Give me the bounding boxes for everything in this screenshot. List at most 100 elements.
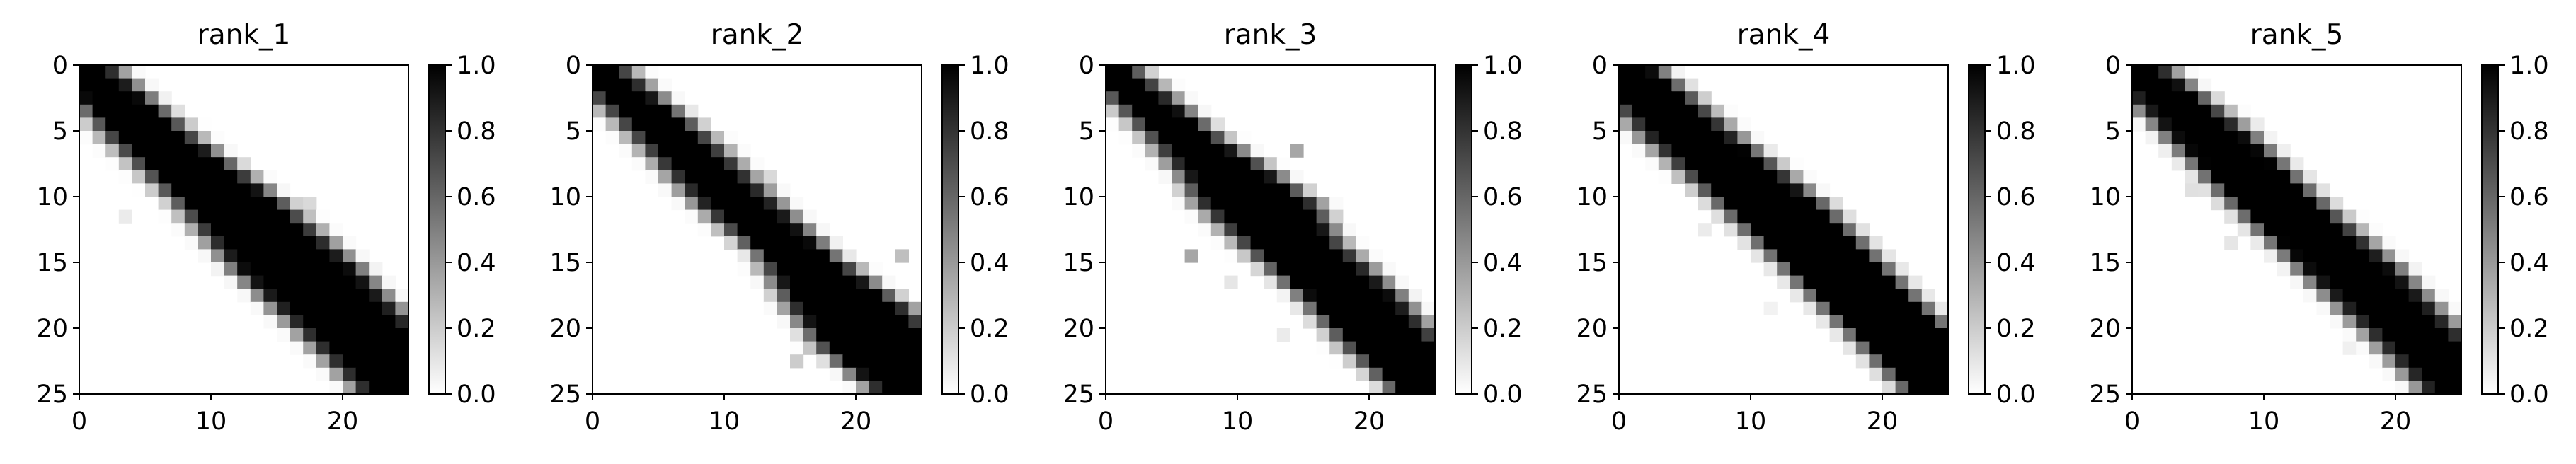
heatmap-cell — [1645, 117, 1659, 132]
heatmap-cell — [92, 117, 106, 132]
y-tick-label: 25 — [2089, 381, 2121, 409]
heatmap-cell — [1184, 104, 1198, 118]
heatmap-cell — [2422, 341, 2436, 355]
heatmap-cell — [1882, 315, 1896, 329]
x-tick-label: 20 — [1867, 407, 1899, 436]
heatmap-cell — [277, 262, 291, 277]
heatmap-cell — [1777, 249, 1791, 263]
heatmap-cell — [2382, 315, 2396, 329]
heatmap-cell — [2342, 209, 2357, 224]
heatmap-cell — [1895, 328, 1909, 342]
heatmap-cell — [1751, 197, 1765, 211]
heatmap-cell — [1895, 315, 1909, 329]
heatmap-cell — [1790, 197, 1804, 211]
heatmap-cell — [1685, 91, 1699, 105]
heatmap-cell — [1395, 289, 1409, 303]
heatmap-cell — [2408, 301, 2422, 315]
heatmap-cell — [198, 131, 212, 145]
heatmap-cell — [132, 104, 146, 118]
heatmap-cell — [1803, 275, 1817, 289]
heatmap-cell — [1224, 183, 1238, 197]
heatmap-cell — [1237, 131, 1252, 145]
heatmap-cell — [790, 341, 804, 355]
heatmap-cell — [2356, 209, 2370, 224]
panel-title: rank_1 — [198, 19, 291, 51]
y-tick-label: 0 — [52, 52, 68, 80]
heatmap-cell — [777, 223, 791, 237]
heatmap-cell — [763, 170, 777, 184]
heatmap-cell — [2211, 104, 2225, 118]
heatmap-cell — [2224, 157, 2238, 171]
heatmap-cell — [382, 275, 396, 289]
heatmap-cell — [250, 170, 264, 184]
heatmap-cell — [671, 197, 685, 211]
heatmap-cell — [2369, 249, 2383, 263]
colorbar-tick-label: 0.4 — [1996, 249, 2036, 277]
heatmap-cell — [316, 262, 330, 277]
heatmap-cell — [1737, 131, 1751, 145]
heatmap-cell — [1816, 315, 1831, 329]
heatmap-cell — [290, 301, 304, 315]
heatmap-cell — [184, 236, 198, 250]
heatmap-cell — [343, 341, 357, 355]
heatmap-cell — [2356, 275, 2370, 289]
heatmap-cell — [1369, 381, 1383, 395]
heatmap-cell — [2198, 91, 2212, 105]
heatmap-cell — [277, 289, 291, 303]
heatmap-cell — [132, 78, 146, 92]
heatmap-cell — [2448, 367, 2462, 381]
heatmap-cell — [1224, 131, 1238, 145]
heatmap-cell — [895, 354, 909, 369]
heatmap-cell — [593, 78, 607, 92]
heatmap-cell — [290, 275, 304, 289]
heatmap-cell — [1751, 157, 1765, 171]
heatmap-cell — [829, 289, 843, 303]
heatmap-cell — [1408, 315, 1422, 329]
heatmap-cell — [2145, 78, 2159, 92]
heatmap-cell — [803, 275, 817, 289]
heatmap-cell — [1264, 236, 1278, 250]
heatmap-cell — [2369, 223, 2383, 237]
heatmap-cell — [619, 131, 633, 145]
heatmap-cell — [619, 78, 633, 92]
heatmap-cell — [856, 381, 870, 395]
heatmap-cell — [1935, 328, 1949, 342]
heatmap-cell — [1106, 104, 1120, 118]
heatmap-cell — [619, 117, 633, 132]
heatmap-cell — [1210, 144, 1225, 158]
heatmap-cell — [1118, 78, 1133, 92]
heatmap-cell — [1751, 144, 1765, 158]
heatmap-cell — [2369, 289, 2383, 303]
heatmap-cell — [1935, 354, 1949, 369]
heatmap-cell — [1316, 262, 1330, 277]
heatmap-cell — [1356, 341, 1370, 355]
heatmap-cell — [1843, 262, 1857, 277]
heatmap-cell — [250, 223, 264, 237]
heatmap-cell — [1908, 275, 1923, 289]
heatmap-cell — [1829, 197, 1843, 211]
y-tick-label: 20 — [1576, 315, 1608, 343]
heatmap-cell — [619, 104, 633, 118]
heatmap-cell — [105, 78, 120, 92]
colorbar-tick-label: 0.4 — [970, 249, 1009, 277]
heatmap-cell — [1329, 289, 1344, 303]
heatmap-cell — [1724, 157, 1738, 171]
heatmap-cell — [290, 315, 304, 329]
heatmap-cell — [382, 341, 396, 355]
heatmap-cell — [2290, 275, 2304, 289]
heatmap-cell — [763, 183, 777, 197]
heatmap-cell — [290, 249, 304, 263]
heatmap-cell — [2277, 236, 2291, 250]
heatmap-cell — [2264, 157, 2278, 171]
heatmap-cell — [619, 65, 633, 79]
heatmap-cell — [184, 117, 198, 132]
heatmap-cell — [250, 236, 264, 250]
heatmap-cell — [382, 354, 396, 369]
heatmap-cell — [1210, 131, 1225, 145]
colorbar-tick-label: 0.2 — [1996, 315, 2036, 343]
heatmap-cell — [2303, 249, 2317, 263]
heatmap-cell — [2382, 236, 2396, 250]
heatmap-cell — [92, 144, 106, 158]
heatmap-cell — [1671, 104, 1685, 118]
heatmap-cell — [1895, 367, 1909, 381]
